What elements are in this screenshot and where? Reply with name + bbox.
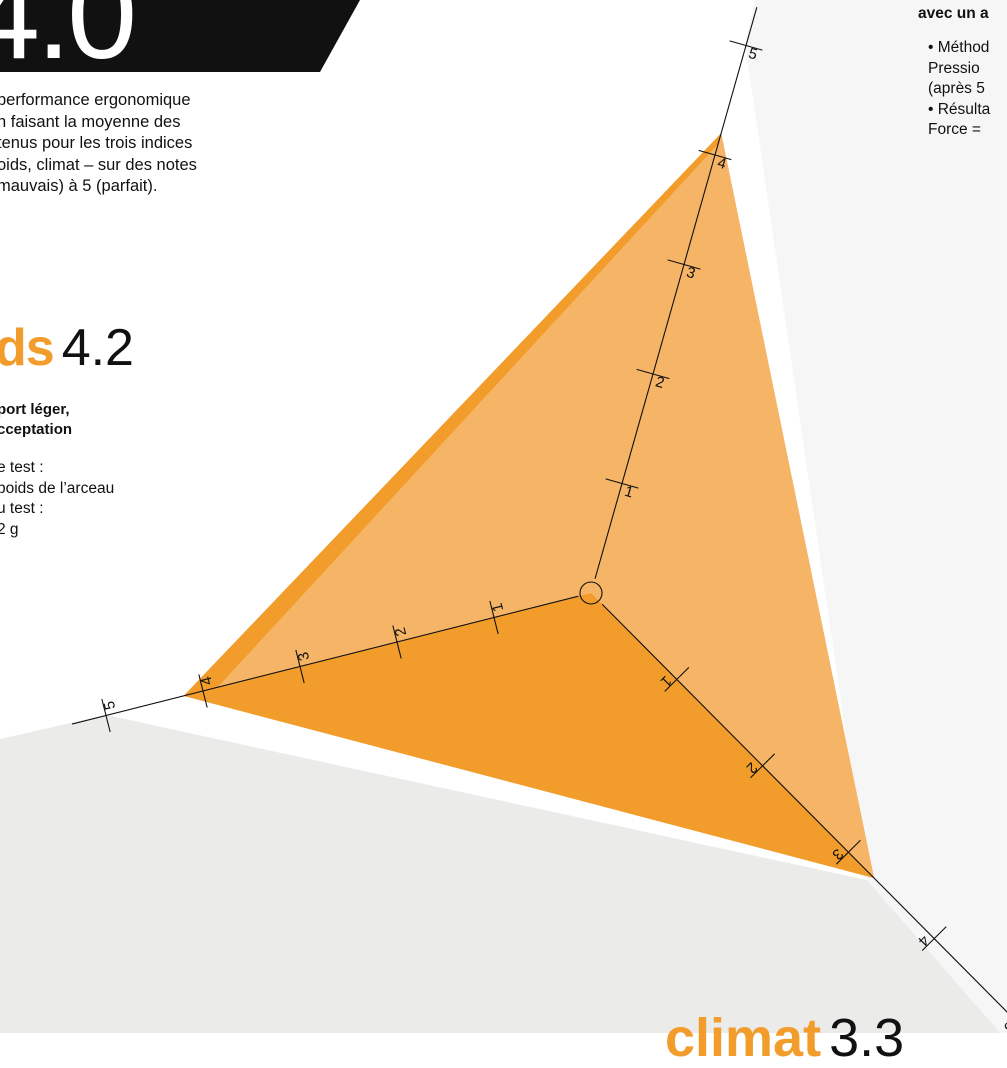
axis-tick (295, 649, 305, 684)
axis-tick (198, 674, 208, 708)
poids-detail-line: 2 g (0, 520, 19, 538)
tick-label: 5 (1000, 1018, 1007, 1033)
poids-summary: port léger, cceptation (0, 400, 72, 440)
intro-paragraph: performance ergonomique n faisant la moy… (0, 90, 267, 198)
right-column-title: avec un a (918, 5, 989, 22)
tick-label: 4 (198, 675, 217, 687)
axis-tick (664, 667, 690, 692)
axis-tick (605, 478, 639, 489)
axis-tick (729, 40, 763, 51)
axis-tick (835, 839, 861, 865)
axis-tick (750, 753, 776, 779)
intro-line: performance ergonomique (0, 91, 191, 109)
series-area-1 (183, 593, 875, 879)
chart-center (579, 581, 603, 605)
poids-label: ds (0, 319, 55, 377)
intro-line: tenus pour les trois indices (0, 134, 193, 152)
climat-label: climat (665, 1008, 822, 1068)
score-banner-text: 4.0 (0, 0, 137, 85)
poids-summary-line: port léger, (0, 401, 70, 418)
tick-label: 1 (489, 601, 508, 613)
axis-tick (698, 149, 732, 161)
axis-tick (921, 926, 947, 951)
climat-score: 3.3 (829, 1008, 905, 1068)
poids-detail-line: poids de l’arceau (0, 479, 115, 497)
right-column-item: • Résulta (928, 100, 991, 118)
axis-tick (667, 259, 701, 270)
poids-score: 4.2 (61, 319, 134, 377)
right-column-list: • Méthod Pressio (après 5 • Résulta Forc… (928, 38, 990, 141)
intro-line: oids, climat – sur des notes (0, 155, 197, 174)
axis-tick (392, 625, 402, 659)
intro-line: mauvais) à 5 (parfait). (0, 177, 158, 195)
background-panels (0, 0, 1007, 1033)
right-column-item: Force = (928, 121, 981, 138)
right-column-item: • Méthod (928, 39, 990, 56)
series-edge (183, 133, 722, 696)
right-light-panel (745, 0, 1007, 1033)
climat-heading: climat 3.3 (665, 1008, 904, 1068)
intro-line: n faisant la moyenne des (0, 112, 181, 131)
score-banner-shape (0, 0, 360, 72)
right-column-item: Pressio (928, 59, 980, 77)
tick-label: 2 (392, 626, 411, 638)
tick-label: 5 (101, 699, 120, 711)
score-banner: 4.0 (0, 0, 360, 85)
poids-detail-line: u test : (0, 500, 44, 517)
axis-tick (489, 600, 499, 635)
poids-details: e test : poids de l’arceau u test : 2 g (0, 458, 114, 540)
axis-tick (636, 368, 670, 380)
tick-label: 3 (295, 650, 314, 662)
poids-summary-line: cceptation (0, 421, 73, 438)
poids-detail-line: e test : (0, 459, 44, 476)
axis-tick (101, 698, 111, 733)
right-column-item: (après 5 (928, 80, 985, 97)
tick-label: 5 (747, 45, 760, 64)
poids-heading: ds 4.2 (0, 318, 134, 378)
bottom-grey-panel (0, 715, 1000, 1033)
